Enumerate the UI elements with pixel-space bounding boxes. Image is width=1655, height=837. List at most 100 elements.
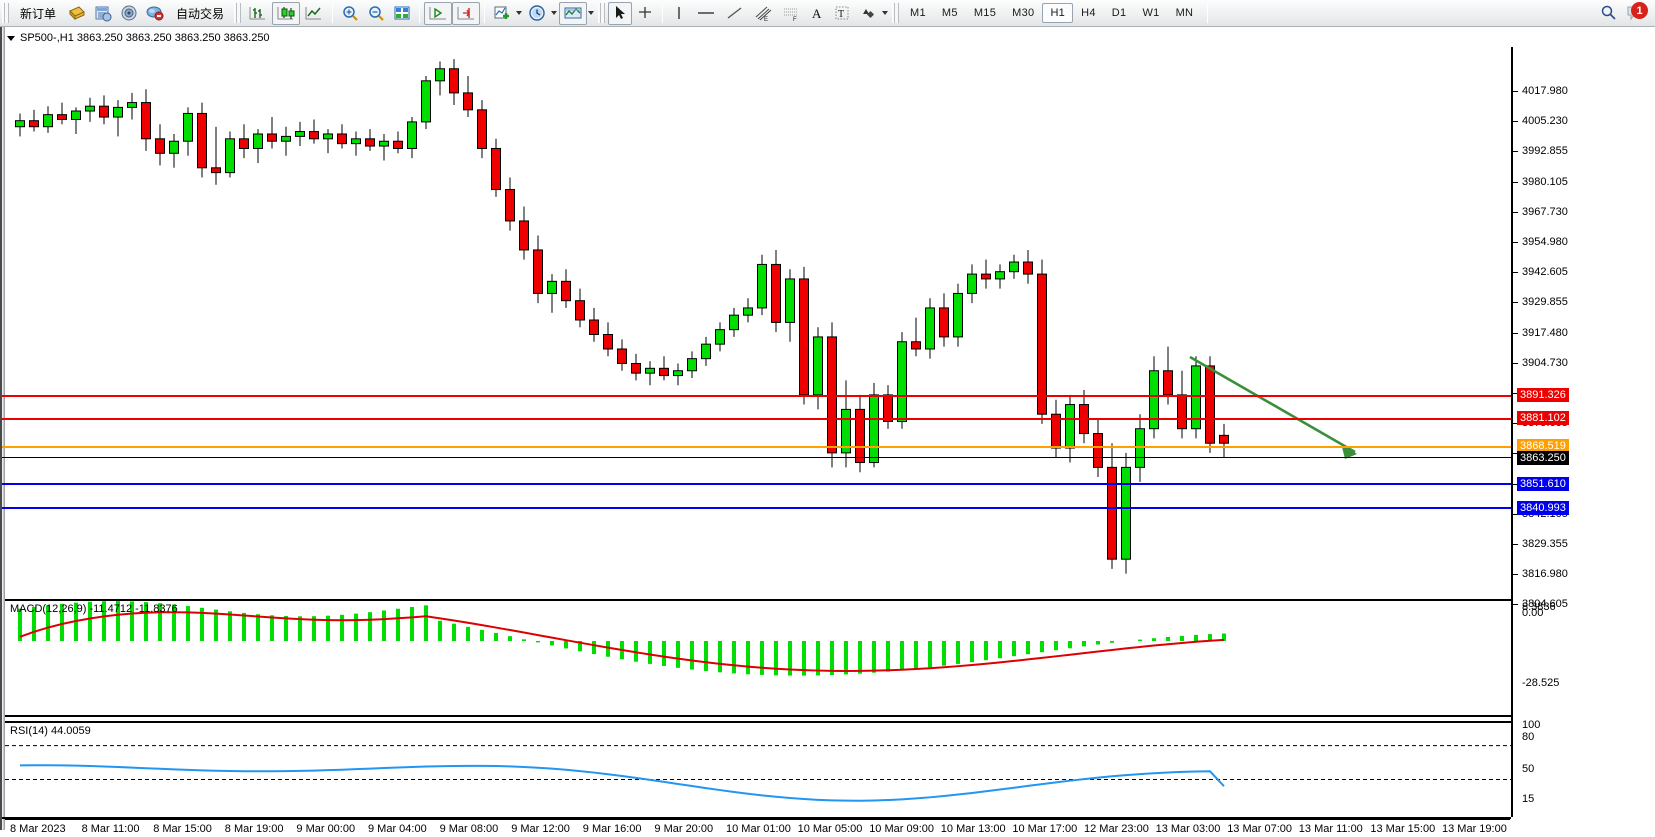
price-axis-tick — [1513, 91, 1518, 92]
price-axis-tick — [1513, 423, 1518, 425]
document-icon-button[interactable] — [64, 2, 90, 25]
periods-dropdown-caret[interactable] — [551, 11, 558, 15]
timeframe-m1[interactable]: M1 — [910, 7, 926, 19]
support-line-2-label[interactable]: 3840.993 — [1517, 501, 1569, 515]
indicators-button[interactable] — [489, 2, 515, 25]
vertical-line-tool[interactable] — [667, 2, 691, 25]
current-price-line-label[interactable]: 3863.250 — [1517, 451, 1569, 465]
time-axis-label: 10 Mar 01:00 — [726, 823, 791, 835]
price-axis-label: 3829.355 — [1522, 538, 1568, 550]
toolbar-grip-charts[interactable] — [234, 3, 242, 23]
macd-axis-label: 8.3836 — [1522, 601, 1556, 613]
fibonacci-tool[interactable]: F — [777, 2, 805, 25]
svg-text:A: A — [812, 6, 822, 21]
timeframe-h1[interactable]: H1 — [1042, 3, 1074, 23]
rsi-pane[interactable]: RSI(14) 44.0059 — [5, 721, 1511, 820]
crosshair-tool[interactable] — [632, 2, 658, 25]
text-a-icon: A — [812, 6, 822, 21]
time-axis-label: 13 Mar 07:00 — [1227, 823, 1293, 835]
price-axis-label: 3804.605 — [1522, 598, 1568, 611]
trendline-tool[interactable] — [721, 2, 749, 25]
toolbar-grip-timeframes[interactable] — [892, 3, 900, 23]
navigator-icon — [121, 5, 137, 21]
navigator-button[interactable] — [116, 2, 142, 25]
resistance-line-1-label[interactable]: 3891.326 — [1517, 388, 1569, 402]
timeframe-mn[interactable]: MN — [1175, 7, 1194, 19]
trendline-icon — [727, 7, 742, 19]
current-price-line[interactable] — [2, 457, 1511, 458]
text-label-icon: T — [835, 6, 849, 20]
timeframe-m15[interactable]: M15 — [973, 7, 997, 19]
time-axis-label: 13 Mar 11:00 — [1298, 823, 1363, 835]
price-chart-pane[interactable] — [5, 47, 1510, 593]
price-axis-label: 3904.730 — [1522, 356, 1568, 369]
candlestick-chart-button[interactable] — [272, 1, 301, 25]
horizontal-line-tool[interactable] — [691, 2, 721, 25]
search-icon[interactable] — [1599, 3, 1619, 23]
toolbar-grip-tools[interactable] — [598, 3, 606, 23]
cursor-tool[interactable] — [608, 1, 633, 25]
indicators-dropdown-caret[interactable] — [516, 11, 523, 15]
resistance-line-1[interactable] — [2, 395, 1511, 397]
price-axis-tick — [1513, 272, 1518, 274]
resistance-line-2-label[interactable]: 3881.102 — [1517, 411, 1569, 425]
new-order-label: 新订单 — [20, 6, 57, 21]
time-axis-label: 9 Mar 20:00 — [654, 823, 714, 835]
trend-arrow[interactable] — [1189, 355, 1357, 459]
line-chart-button[interactable] — [300, 2, 328, 25]
resistance-line-2[interactable] — [2, 418, 1511, 420]
macd-pane[interactable]: MACD(12,26,9) -11.4712 -11.8376 — [5, 599, 1511, 717]
shapes-icon — [863, 9, 875, 19]
timeframe-h4[interactable]: H4 — [1081, 7, 1096, 19]
arrow-cursor-icon — [616, 6, 626, 19]
timeframe-w1[interactable]: W1 — [1142, 7, 1160, 19]
periods-button[interactable] — [524, 2, 550, 25]
collapse-icon[interactable] — [7, 35, 15, 41]
autotrading-button[interactable]: 自动交易 — [168, 2, 232, 25]
macd-label: MACD(12,26,9) -11.4712 -11.8376 — [10, 603, 178, 615]
time-axis-label: 8 Mar 11:00 — [81, 823, 140, 835]
equidistant-channel-tool[interactable]: E — [749, 2, 777, 25]
toolbar-group-charttype — [244, 0, 596, 27]
toolbar-group-standard: 新订单 — [0, 0, 232, 27]
pivot-line-label[interactable]: 3868.519 — [1517, 439, 1569, 453]
data-grid-button[interactable] — [389, 2, 415, 25]
document-icon — [69, 6, 85, 21]
auto-scroll-button[interactable] — [424, 1, 453, 25]
zoom-in-button[interactable] — [337, 2, 363, 25]
macd-series — [18, 601, 1226, 676]
templates-button[interactable] — [559, 1, 588, 25]
chart-shift-button[interactable] — [452, 1, 481, 25]
notification-button[interactable]: 1 — [1625, 2, 1648, 23]
price-axis[interactable]: 4017.980 4005.230 3992.855 3980.105 3967.730… — [1513, 47, 1655, 817]
price-axis-tick — [1513, 574, 1518, 576]
bar-chart-icon — [249, 7, 266, 20]
shapes-dropdown-caret[interactable] — [882, 11, 889, 15]
support-line-2[interactable] — [2, 507, 1511, 509]
time-axis-label: 8 Mar 15:00 — [153, 823, 212, 835]
auto-scroll-icon — [429, 7, 447, 20]
time-axis-label: 8 Mar 2023 — [10, 823, 66, 835]
text-label-tool[interactable]: T — [829, 2, 855, 25]
strategy-tester-button[interactable] — [142, 2, 168, 25]
notification-badge: 1 — [1631, 2, 1648, 19]
support-line-1[interactable] — [2, 483, 1511, 485]
svg-text:F: F — [793, 17, 797, 22]
bar-chart-button[interactable] — [244, 2, 272, 25]
shapes-tool[interactable] — [855, 2, 881, 25]
toolbar-grip[interactable] — [2, 3, 9, 23]
new-order-button[interactable]: 新订单 — [12, 2, 64, 25]
timeframe-m5[interactable]: M5 — [941, 7, 958, 19]
symbol-ohlc-label: SP500-,H1 3863.250 3863.250 3863.250 386… — [20, 32, 270, 44]
templates-dropdown-caret[interactable] — [588, 11, 595, 15]
fibonacci-icon: F — [784, 8, 799, 22]
price-axis-label: 3954.980 — [1522, 236, 1568, 248]
zoom-out-button[interactable] — [363, 2, 389, 25]
time-axis-label: 9 Mar 00:00 — [296, 823, 356, 835]
pivot-line[interactable] — [2, 446, 1511, 448]
timeframe-d1[interactable]: D1 — [1111, 7, 1127, 19]
timeframe-m30[interactable]: M30 — [1012, 7, 1035, 19]
data-window-button[interactable] — [90, 2, 116, 25]
support-line-1-label[interactable]: 3851.610 — [1517, 477, 1569, 491]
text-tool[interactable]: A — [805, 2, 829, 25]
